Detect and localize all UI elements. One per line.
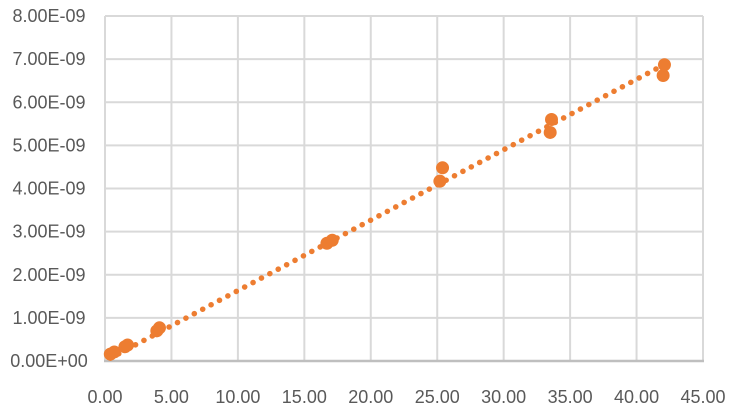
x-axis-tick-labels: 0.00 5.00 10.00 15.00 20.00 25.00 30.00 35.00 40…	[87, 387, 725, 407]
x-axis-tick-label: 25.00	[415, 387, 460, 407]
data-point	[656, 69, 670, 83]
data-point	[152, 321, 166, 335]
trendline	[107, 60, 670, 361]
y-axis-tick-label: 6.00E-09	[12, 92, 85, 112]
y-axis-tick-label: 4.00E-09	[12, 179, 85, 199]
y-axis-tick-labels: 0.00E+00 1.00E-09 2.00E-09 3.00E-09 4.00E-09…	[10, 6, 88, 371]
data-point	[436, 161, 450, 175]
x-axis-tick-label: 10.00	[215, 387, 260, 407]
data-point	[325, 233, 339, 247]
y-axis-tick-label: 7.00E-09	[12, 49, 85, 69]
data-points	[103, 58, 671, 361]
x-axis-tick-label: 35.00	[548, 387, 593, 407]
data-point	[657, 58, 671, 72]
x-axis-tick-label: 30.00	[481, 387, 526, 407]
x-axis-tick-label: 0.00	[87, 387, 122, 407]
y-axis-tick-label: 2.00E-09	[12, 265, 85, 285]
x-axis-tick-label: 15.00	[282, 387, 327, 407]
x-axis-tick-label: 20.00	[348, 387, 393, 407]
x-axis-tick-label: 5.00	[154, 387, 189, 407]
data-point	[545, 113, 559, 126]
data-point	[543, 125, 557, 139]
data-point	[121, 338, 135, 352]
y-axis-tick-label: 5.00E-09	[12, 135, 85, 155]
data-point	[433, 174, 447, 188]
trendline	[107, 60, 670, 361]
y-axis-tick-label: 3.00E-09	[12, 222, 85, 242]
y-axis-tick-label: 0.00E+00	[10, 351, 88, 371]
y-axis-tick-label: 8.00E-09	[12, 6, 85, 26]
data-point	[107, 345, 121, 359]
gridlines	[104, 15, 704, 361]
x-axis-tick-label: 40.00	[614, 387, 659, 407]
y-axis-tick-label: 1.00E-09	[12, 308, 85, 328]
x-axis-tick-label: 45.00	[680, 387, 725, 407]
